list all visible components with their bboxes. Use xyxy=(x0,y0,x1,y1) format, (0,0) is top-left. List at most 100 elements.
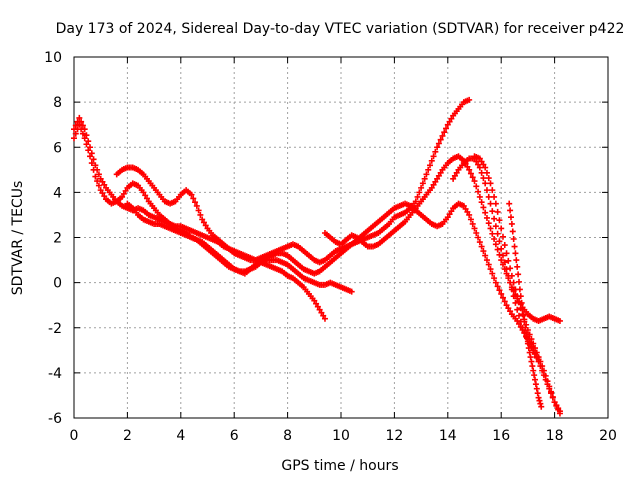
y-tick-label: 4 xyxy=(53,185,62,201)
data-point xyxy=(509,228,516,235)
chart-title: Day 173 of 2024, Sidereal Day-to-day VTE… xyxy=(56,21,625,37)
data-point xyxy=(439,132,446,139)
data-point xyxy=(549,393,556,400)
data-point xyxy=(87,144,94,151)
data-point xyxy=(494,283,501,290)
data-point xyxy=(542,372,549,379)
data-point xyxy=(528,358,535,365)
data-point xyxy=(416,189,423,196)
data-point xyxy=(514,306,521,313)
data-point xyxy=(489,208,496,215)
data-point xyxy=(535,394,542,401)
data-point xyxy=(505,305,512,312)
data-point xyxy=(491,275,498,282)
series-track-2 xyxy=(71,121,355,295)
data-point xyxy=(483,214,490,221)
data-point xyxy=(556,410,563,417)
data-point xyxy=(530,340,537,347)
data-point xyxy=(485,175,492,182)
data-point xyxy=(418,184,425,191)
series-track-8 xyxy=(506,200,545,410)
data-point xyxy=(435,140,442,147)
data-point xyxy=(72,130,79,137)
data-point xyxy=(516,278,522,285)
series-track-1 xyxy=(71,114,328,322)
data-point xyxy=(544,378,551,385)
data-point xyxy=(494,230,501,237)
data-point xyxy=(464,163,471,170)
x-tick-labels: 0 2 4 6 8 10 12 14 16 18 20 xyxy=(70,428,617,444)
data-point xyxy=(533,349,540,356)
data-point xyxy=(437,136,444,143)
x-tick-label: 18 xyxy=(546,428,564,444)
data-point xyxy=(95,182,102,189)
data-point xyxy=(425,166,432,173)
data-point xyxy=(491,236,498,243)
data-point xyxy=(480,161,487,168)
data-point xyxy=(466,96,473,103)
data-point xyxy=(92,162,99,169)
x-tick-label: 12 xyxy=(385,428,403,444)
data-point xyxy=(496,287,503,294)
data-point xyxy=(475,161,482,168)
data-point xyxy=(499,252,506,259)
data-point xyxy=(140,189,147,196)
series-track-5 xyxy=(321,153,563,324)
data-point xyxy=(529,363,536,370)
data-point xyxy=(462,205,469,212)
data-point xyxy=(485,193,492,200)
data-point xyxy=(473,183,480,190)
data-point xyxy=(92,173,99,180)
data-point xyxy=(101,181,108,188)
data-point xyxy=(453,169,460,176)
data-point xyxy=(510,279,517,286)
data-point xyxy=(498,257,505,264)
data-points xyxy=(71,96,563,417)
data-point xyxy=(76,114,83,121)
x-tick-label: 2 xyxy=(123,428,132,444)
data-point xyxy=(483,257,490,264)
data-point xyxy=(467,170,474,177)
data-point xyxy=(101,193,108,200)
data-point xyxy=(536,397,543,404)
data-point xyxy=(531,372,538,379)
data-point xyxy=(532,376,539,383)
data-point xyxy=(516,286,523,293)
x-tick-label: 8 xyxy=(283,428,292,444)
data-point xyxy=(120,190,127,197)
data-point xyxy=(321,315,328,322)
data-point xyxy=(430,181,437,188)
data-point xyxy=(501,259,508,266)
data-point xyxy=(524,335,531,342)
data-point xyxy=(469,220,476,227)
data-point xyxy=(427,162,433,169)
data-point xyxy=(320,312,327,319)
data-point xyxy=(517,293,524,300)
data-point xyxy=(478,158,485,165)
data-point xyxy=(466,211,473,218)
data-point xyxy=(520,312,527,319)
data-point xyxy=(443,125,450,132)
data-point xyxy=(471,225,478,232)
y-tick-label: 8 xyxy=(53,95,62,111)
x-tick-label: 14 xyxy=(439,428,457,444)
data-point xyxy=(478,169,485,176)
data-point xyxy=(428,184,435,191)
data-point xyxy=(83,141,90,148)
data-point xyxy=(190,195,197,202)
data-point xyxy=(482,164,489,171)
data-point xyxy=(200,219,207,226)
data-point xyxy=(480,248,487,255)
data-point xyxy=(524,340,531,347)
data-point xyxy=(499,233,506,240)
data-point xyxy=(489,230,496,237)
data-point xyxy=(485,261,492,268)
data-point xyxy=(537,358,544,365)
data-point xyxy=(188,191,195,198)
data-point xyxy=(473,229,480,236)
data-point xyxy=(519,306,526,313)
data-point xyxy=(478,199,485,206)
data-point xyxy=(348,288,355,295)
data-point xyxy=(85,147,92,154)
data-point xyxy=(471,178,478,185)
